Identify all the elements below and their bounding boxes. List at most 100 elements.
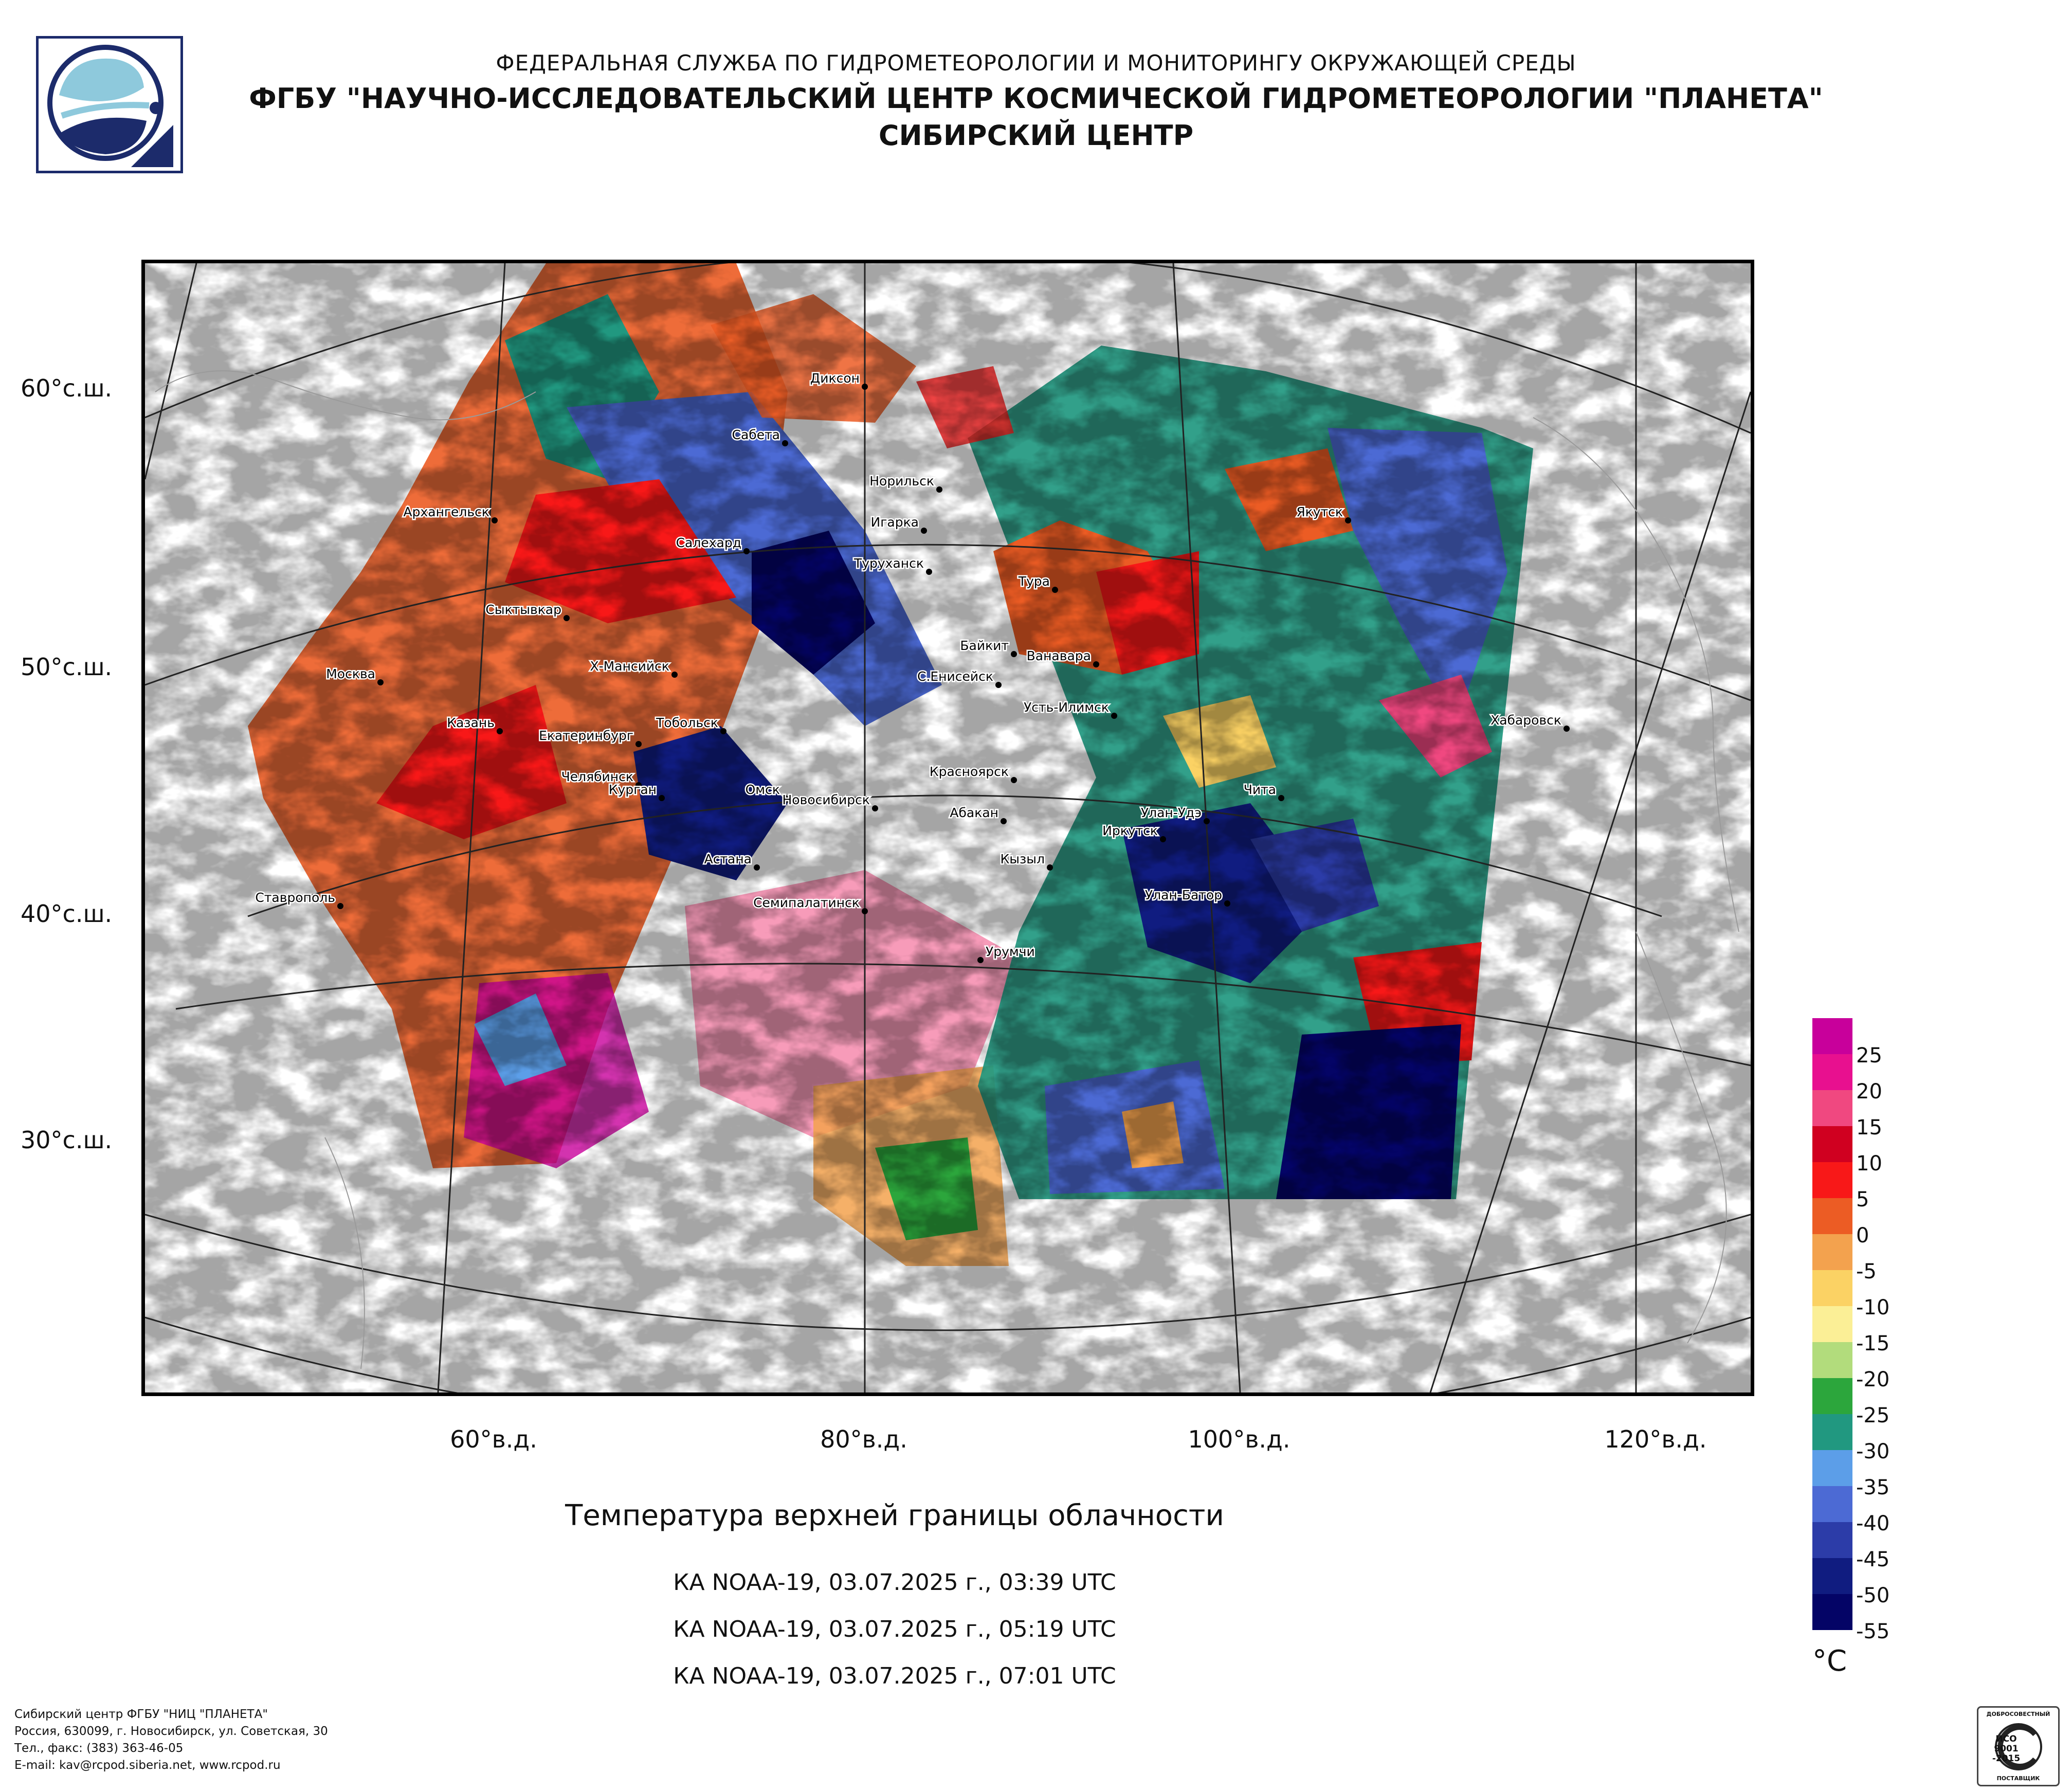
- legend-swatch: [1812, 1342, 1852, 1378]
- lon-label-60: 60°в.д.: [450, 1425, 537, 1453]
- satellite-pass: КА NOAA-19, 03.07.2025 г., 05:19 UTC: [673, 1616, 1116, 1642]
- legend-swatch: [1812, 1234, 1852, 1270]
- legend-label: 5: [1856, 1188, 1869, 1211]
- legend-label: 25: [1856, 1044, 1882, 1068]
- city-marker: [1011, 651, 1017, 657]
- legend-swatch: [1812, 1414, 1852, 1450]
- badge-code: 9001: [1994, 1744, 2019, 1754]
- city-label: Абакан: [950, 805, 998, 820]
- city-label: Архангельск: [403, 504, 489, 519]
- city-marker: [497, 728, 503, 734]
- legend-label: -20: [1856, 1368, 1890, 1391]
- badge-top-text: ДОБРОСОВЕСТНЫЙ: [1986, 1711, 2050, 1717]
- city-label: Красноярск: [930, 764, 1009, 779]
- city-label: Казань: [447, 715, 495, 730]
- legend-label: 10: [1856, 1152, 1882, 1175]
- city-label: Усть-Илимск: [1024, 700, 1109, 715]
- city-label: Байкит: [960, 638, 1009, 653]
- city-label: Улан-Удэ: [1141, 805, 1202, 820]
- city-label: Урумчи: [986, 944, 1035, 959]
- satellite-pass: КА NOAA-19, 03.07.2025 г., 03:39 UTC: [673, 1569, 1116, 1596]
- legend-label: 0: [1856, 1224, 1869, 1247]
- city-marker: [862, 384, 868, 390]
- city-marker: [720, 728, 726, 734]
- legend-swatch: [1812, 1378, 1852, 1414]
- city-label: Игарка: [871, 515, 919, 530]
- header-institute: ФГБУ "НАУЧНО-ИССЛЕДОВАТЕЛЬСКИЙ ЦЕНТР КОС…: [249, 82, 1823, 115]
- legend-swatch: [1812, 1522, 1852, 1558]
- city-label: Тобольск: [656, 715, 718, 730]
- city-label: Тура: [1018, 574, 1050, 589]
- city-label: Иркутск: [1102, 823, 1158, 838]
- lon-label-120: 120°в.д.: [1604, 1425, 1707, 1453]
- legend-label: -40: [1856, 1512, 1890, 1535]
- legend-unit: °C: [1812, 1644, 1847, 1678]
- legend-label: -15: [1856, 1332, 1890, 1355]
- city-label: Диксон: [810, 371, 860, 386]
- lat-label-50: 50°с.ш.: [21, 653, 113, 681]
- legend-label: 20: [1856, 1080, 1882, 1103]
- city-marker: [1011, 777, 1017, 783]
- city-marker: [635, 782, 642, 788]
- legend-label: -50: [1856, 1584, 1890, 1607]
- footer-contacts: Сибирский центр ФГБУ "НИЦ "ПЛАНЕТА" Росс…: [14, 1706, 328, 1774]
- city-marker: [659, 795, 665, 801]
- city-label: Хабаровск: [1491, 713, 1561, 728]
- coastline: [155, 370, 1739, 1369]
- satellite-map: Диксон Сабета Норильск Игарка Архангельск Сал…: [141, 260, 1754, 1396]
- city-label: Ванавара: [1027, 648, 1091, 663]
- city-label: Ставрополь: [255, 890, 335, 905]
- city-label: Норильск: [869, 474, 934, 489]
- legend-label: -10: [1856, 1296, 1890, 1319]
- legend-swatch: [1812, 1558, 1852, 1594]
- city-label: Омск: [746, 782, 780, 797]
- footer-phone: Тел., факс: (383) 363-46-05: [14, 1742, 184, 1755]
- city-marker: [926, 569, 932, 575]
- city-label: Х-Мансийск: [590, 659, 669, 674]
- satellite-pass: КА NOAA-19, 03.07.2025 г., 07:01 UTC: [673, 1663, 1116, 1689]
- legend-swatch: [1812, 1198, 1852, 1234]
- legend-label: -45: [1856, 1548, 1890, 1571]
- city-marker: [782, 440, 788, 446]
- city-label: Челябинск: [561, 769, 633, 784]
- city-marker: [977, 957, 984, 963]
- city-label: Сыктывкар: [485, 602, 561, 617]
- legend-label: -30: [1856, 1440, 1890, 1463]
- legend-swatch: [1812, 1270, 1852, 1306]
- legend-swatch: [1812, 1486, 1852, 1522]
- city-label: Астана: [704, 852, 752, 866]
- city-marker: [1052, 587, 1058, 593]
- city-marker: [936, 486, 942, 493]
- badge-year: -2015: [1992, 1753, 2021, 1764]
- city-label: Екатеринбург: [539, 728, 633, 743]
- city-marker: [921, 528, 927, 534]
- city-marker: [1224, 900, 1230, 907]
- city-marker: [1564, 726, 1570, 732]
- city-marker: [671, 672, 678, 678]
- city-label: С.Енисейск: [917, 669, 993, 684]
- city-marker: [782, 795, 788, 801]
- header-agency: ФЕДЕРАЛЬНАЯ СЛУЖБА ПО ГИДРОМЕТЕОРОЛОГИИ …: [496, 50, 1576, 76]
- city-marker: [862, 908, 868, 914]
- city-label: Улан-Батор: [1145, 888, 1222, 902]
- header-center: СИБИРСКИЙ ЦЕНТР: [878, 119, 1194, 152]
- city-label: Кызыл: [1001, 852, 1045, 866]
- city-label: Москва: [326, 666, 375, 681]
- legend-swatch: [1812, 1306, 1852, 1342]
- city-marker: [743, 548, 750, 554]
- city-marker: [1345, 517, 1351, 523]
- city-marker: [995, 682, 1002, 688]
- city-label: Чита: [1244, 782, 1276, 797]
- legend-swatch: [1812, 1090, 1852, 1126]
- product-title: Температура верхней границы облачности: [565, 1499, 1224, 1532]
- legend-label: -5: [1856, 1260, 1877, 1283]
- legend-swatch: [1812, 1018, 1852, 1054]
- city-label: Салехард: [676, 535, 741, 550]
- city-marker: [337, 903, 343, 909]
- iso-certification-badge: ДОБРОСОВЕСТНЫЙ ИСО 9001 -2015 ПОСТАВЩИК: [1977, 1706, 2060, 1786]
- legend-swatch: [1812, 1162, 1852, 1198]
- city-label: Якутск: [1296, 504, 1343, 519]
- legend-swatch: [1812, 1450, 1852, 1486]
- city-label: Туруханск: [853, 556, 924, 571]
- city-marker: [1093, 661, 1099, 667]
